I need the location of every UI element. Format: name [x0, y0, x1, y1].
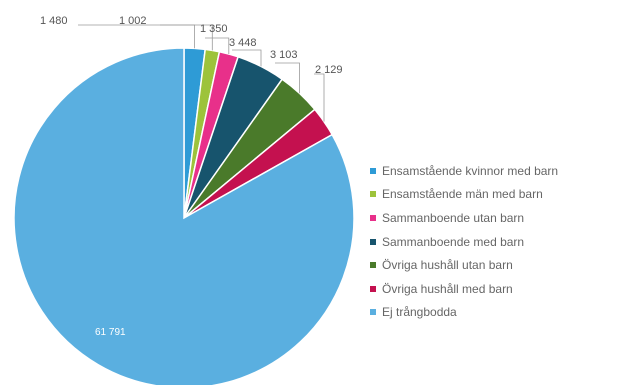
legend-label: Övriga hushåll utan barn — [382, 258, 513, 273]
leader-line — [314, 73, 325, 122]
data-label: 2 129 — [315, 64, 343, 76]
legend-label: Ensamstående kvinnor med barn — [382, 163, 559, 178]
legend-item: Övriga hushåll utan barn — [370, 253, 558, 277]
legend-label: Övriga hushåll med barn — [382, 281, 513, 296]
legend-swatch — [370, 214, 376, 221]
data-label: 1 480 — [40, 15, 68, 27]
leader-line — [78, 24, 196, 49]
pie-slice — [13, 47, 355, 385]
data-label: 3 103 — [270, 49, 298, 61]
legend-item: Övriga hushåll med barn — [370, 277, 558, 301]
leader-line — [275, 62, 300, 94]
legend-swatch — [370, 262, 376, 269]
legend-label: Sammanboende utan barn — [382, 210, 525, 225]
legend-swatch — [370, 167, 376, 174]
legend-item: Ej trångbodda — [370, 301, 558, 325]
data-label: 1 350 — [200, 23, 228, 35]
data-label: 3 448 — [229, 37, 257, 49]
legend-swatch — [370, 191, 376, 198]
legend-label: Sammanboende med barn — [382, 234, 525, 249]
legend: Ensamstående kvinnor med barn Ensamståend… — [370, 159, 558, 324]
legend-item: Ensamstående män med barn — [370, 183, 558, 207]
legend-swatch — [370, 285, 376, 292]
legend-item: Ensamstående kvinnor med barn — [370, 159, 558, 183]
legend-swatch — [370, 309, 376, 316]
legend-item: Sammanboende utan barn — [370, 206, 558, 230]
leader-line — [160, 24, 213, 51]
data-label: 1 002 — [119, 15, 147, 27]
data-label: 61 791 — [95, 327, 126, 338]
legend-label: Ensamstående män med barn — [382, 187, 543, 202]
leader-line — [205, 37, 230, 54]
legend-item: Sammanboende med barn — [370, 230, 558, 254]
leader-line — [232, 49, 262, 67]
legend-label: Ej trångbodda — [382, 305, 457, 320]
legend-swatch — [370, 238, 376, 245]
